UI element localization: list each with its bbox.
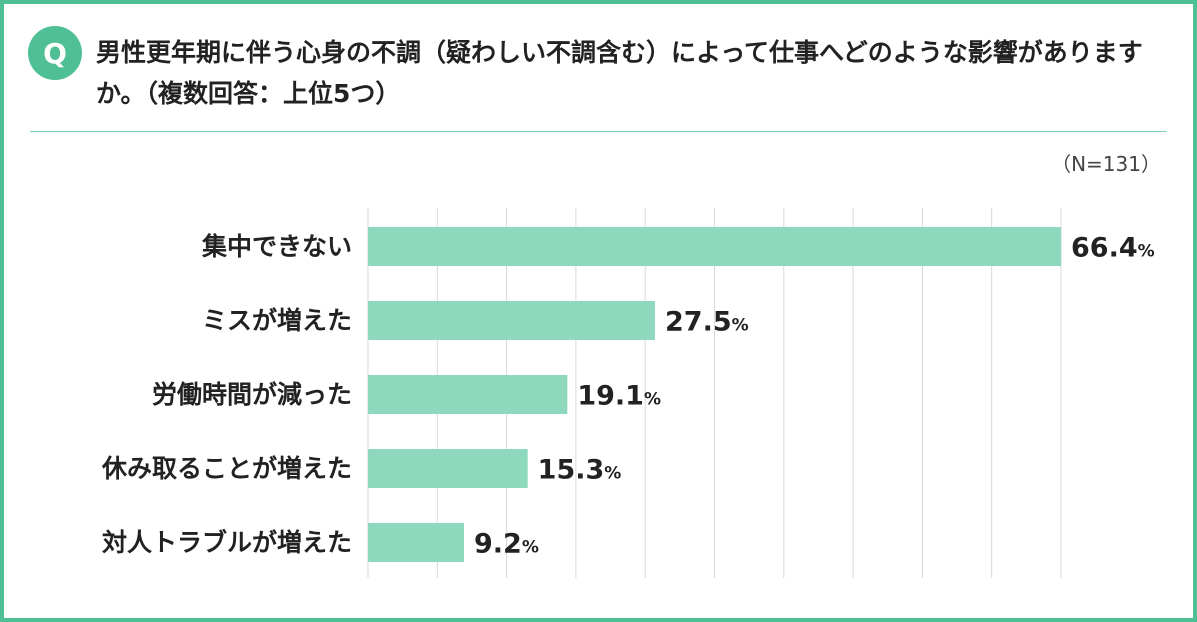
category-label: 労働時間が減った (152, 380, 352, 409)
value-label: 66.4% (1071, 233, 1155, 264)
category-label: 対人トラブルが増えた (102, 528, 352, 557)
grid-lines (367, 208, 1062, 578)
category-label: 休み取ることが増えた (101, 454, 352, 483)
bar (368, 449, 528, 488)
question-badge: Q (28, 26, 82, 80)
value-number: 15.3 (538, 455, 605, 486)
value-percent-sign: % (1138, 242, 1155, 262)
bars (368, 227, 1061, 562)
bar (368, 301, 656, 340)
value-percent-sign: % (732, 316, 749, 336)
value-label: 27.5% (665, 307, 749, 338)
value-label: 15.3% (538, 455, 622, 486)
category-label: 集中できない (201, 232, 352, 261)
value-number: 27.5 (665, 307, 732, 338)
bar (368, 375, 568, 414)
value-number: 9.2 (474, 529, 522, 560)
value-label: 9.2% (474, 529, 539, 560)
category-label: ミスが増えた (202, 306, 352, 335)
value-label: 19.1% (577, 381, 661, 412)
title-divider (30, 131, 1167, 132)
value-number: 19.1 (577, 381, 644, 412)
value-percent-sign: % (522, 538, 539, 558)
sample-size: （N=131） (1051, 152, 1161, 176)
bar (368, 523, 465, 562)
bar (368, 227, 1061, 266)
value-percent-sign: % (644, 390, 661, 410)
value-percent-sign: % (604, 464, 621, 484)
question-text: 男性更年期に伴う心身の不調（疑わしい不調含む）によって仕事へどのような影響があり… (96, 38, 1143, 108)
value-labels: 66.4%27.5%19.1%15.3%9.2% (474, 233, 1155, 560)
value-number: 66.4 (1071, 233, 1138, 264)
